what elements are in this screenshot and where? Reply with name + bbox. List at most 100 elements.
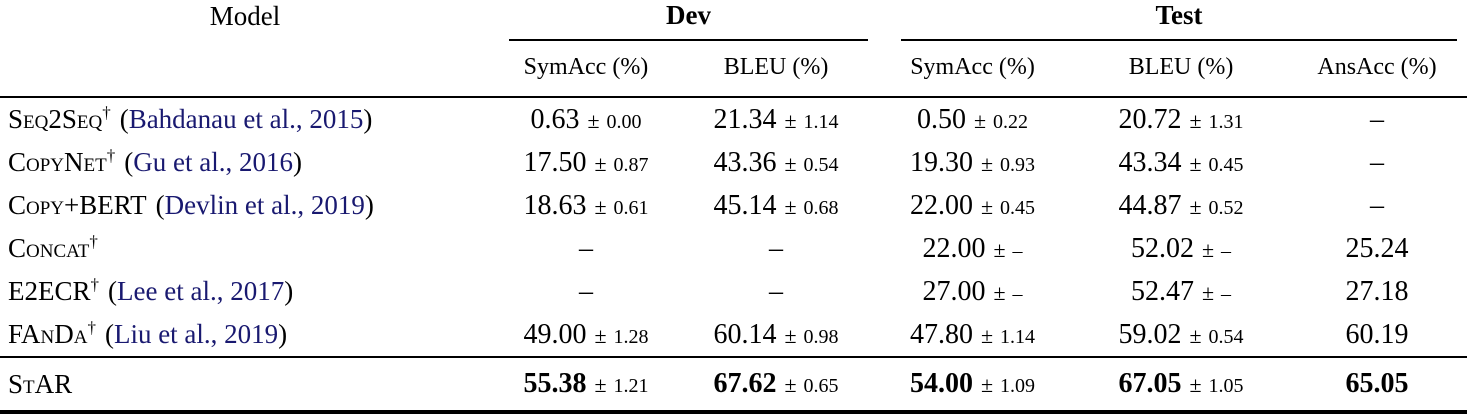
- cell-test-symacc: 19.30 ±0.93: [870, 141, 1075, 184]
- cell-dev-bleu: 21.34 ±1.14: [682, 97, 870, 141]
- citation-paren-close: ): [278, 319, 288, 349]
- value-main: 45.14: [713, 189, 777, 221]
- value-main: 19.30: [909, 146, 973, 178]
- citation-link[interactable]: Bahdanau et al., 2015: [128, 104, 364, 134]
- cell-dev-bleu: 45.14 ±0.68: [682, 184, 870, 227]
- model-name: StAR: [8, 368, 73, 399]
- value-std: 0.93: [1000, 153, 1036, 176]
- value-main: 0.50: [916, 103, 966, 135]
- citation-link[interactable]: Lee et al., 2017: [117, 276, 285, 306]
- cell-test-bleu: 67.05 ±1.05: [1075, 356, 1288, 414]
- plus-minus-sign: ±: [1201, 279, 1215, 305]
- cell-test-ansacc: 27.18: [1287, 270, 1467, 313]
- value-std: 1.14: [1000, 325, 1036, 348]
- model-name-cell: StAR: [0, 356, 490, 414]
- value-std: 0.52: [1208, 196, 1244, 219]
- value-main: 67.05: [1118, 368, 1182, 399]
- plus-minus-sign: ±: [594, 193, 607, 219]
- model-name-cell: Concat†: [0, 227, 490, 270]
- plus-minus-sign: ±: [1201, 236, 1215, 262]
- citation-paren-open: (: [104, 319, 114, 349]
- value-main: 52.47: [1130, 275, 1194, 307]
- plus-minus-sign: ±: [784, 193, 797, 219]
- value-main: –: [769, 232, 783, 264]
- model-name: CopyNet: [8, 147, 107, 177]
- value-main: –: [1370, 146, 1385, 178]
- plus-minus-sign: ±: [784, 322, 797, 348]
- citation-paren-close: ): [284, 276, 294, 306]
- model-name: Concat: [8, 233, 90, 263]
- table-row-copy-bert: Copy+BERT (Devlin et al., 2019) 18.63 ±0.6…: [0, 184, 1467, 227]
- cell-dev-symacc: 49.00 ±1.28: [490, 313, 682, 357]
- col-header-test-bleu: BLEU (%): [1075, 43, 1288, 98]
- plus-minus-sign: ±: [980, 193, 994, 219]
- value-std: 1.05: [1208, 375, 1244, 397]
- plus-minus-sign: ±: [980, 372, 994, 397]
- citation-link[interactable]: Devlin et al., 2019: [164, 190, 365, 220]
- plus-minus-sign: ±: [594, 150, 607, 176]
- subheader-spacer: [0, 43, 490, 98]
- cell-dev-symacc: 55.38 ±1.21: [490, 356, 682, 414]
- model-name-cell: E2ECR† (Lee et al., 2017): [0, 270, 490, 313]
- col-header-test-ansacc: AnsAcc (%): [1287, 43, 1467, 98]
- model-name: E2ECR: [8, 276, 91, 306]
- citation-paren-open: (: [108, 276, 118, 306]
- col-header-test-symacc: SymAcc (%): [870, 43, 1076, 98]
- plus-minus-sign: ±: [587, 107, 600, 133]
- plus-minus-sign: ±: [784, 107, 797, 133]
- cell-test-ansacc: –: [1287, 97, 1467, 141]
- plus-minus-sign: ±: [1189, 322, 1202, 348]
- dagger-mark: †: [89, 232, 98, 251]
- citation: (Bahdanau et al., 2015): [120, 104, 373, 134]
- table-row-seq2seq: Seq2Seq† (Bahdanau et al., 2015) 0.63 ±0.0…: [0, 97, 1467, 141]
- value-main: –: [579, 275, 593, 307]
- plus-minus-sign: ±: [594, 372, 607, 397]
- value-main: 52.02: [1130, 232, 1194, 264]
- plus-minus-sign: ±: [980, 150, 994, 176]
- cell-dev-bleu: –: [682, 227, 870, 270]
- citation-link[interactable]: Liu et al., 2019: [113, 319, 279, 349]
- value-std: 0.45: [1000, 196, 1036, 219]
- dagger-mark: †: [87, 318, 96, 337]
- value-std: 0.54: [803, 153, 839, 176]
- plus-minus-sign: ±: [784, 372, 797, 397]
- cell-test-ansacc: 25.24: [1287, 227, 1467, 270]
- value-main: 18.63: [523, 189, 587, 221]
- test-group-rule: Test: [901, 0, 1458, 41]
- table-row-concat: Concat† – – 22.00 ± – 52.02 ± – 25.24: [0, 227, 1467, 270]
- cell-test-ansacc: –: [1287, 141, 1467, 184]
- cell-dev-symacc: 0.63 ±0.00: [490, 97, 682, 141]
- value-std: –: [1012, 239, 1023, 262]
- cell-dev-bleu: 60.14 ±0.98: [682, 313, 870, 357]
- cell-test-bleu: 44.87 ±0.52: [1075, 184, 1287, 227]
- cell-test-symacc: 54.00 ±1.09: [870, 356, 1076, 414]
- plus-minus-sign: ±: [993, 236, 1006, 262]
- table-row-copynet: CopyNet† (Gu et al., 2016) 17.50 ±0.87 43.…: [0, 141, 1467, 184]
- value-std: 0.98: [803, 325, 839, 348]
- cell-test-symacc: 22.00 ±0.45: [870, 184, 1075, 227]
- value-main: 59.02: [1118, 318, 1182, 350]
- value-main: –: [769, 275, 783, 307]
- model-name-cell: Seq2Seq† (Bahdanau et al., 2015): [0, 97, 490, 141]
- value-main: 17.50: [523, 146, 587, 178]
- value-main: 67.62: [713, 368, 777, 399]
- model-column-header: Model: [209, 1, 281, 31]
- citation: (Devlin et al., 2019): [156, 190, 374, 220]
- plus-minus-sign: ±: [784, 150, 797, 176]
- value-main: 21.34: [713, 103, 777, 135]
- citation-paren-close: ): [292, 147, 302, 177]
- cell-dev-symacc: 17.50 ±0.87: [490, 141, 682, 184]
- value-std: 1.28: [613, 325, 649, 348]
- value-std: 1.31: [1208, 110, 1244, 133]
- plus-minus-sign: ±: [1189, 107, 1202, 133]
- value-std: 0.68: [803, 196, 839, 219]
- value-main: 0.63: [530, 103, 580, 135]
- value-std: 0.87: [613, 153, 649, 176]
- model-name-cell: Copy+BERT (Devlin et al., 2019): [0, 184, 490, 227]
- dev-group-label: Dev: [666, 0, 711, 30]
- citation-link[interactable]: Gu et al., 2016: [133, 147, 293, 177]
- cell-test-bleu: 43.34 ±0.45: [1075, 141, 1287, 184]
- citation-paren-open: (: [124, 147, 134, 177]
- citation-paren-open: (: [119, 104, 129, 134]
- value-std: –: [1221, 239, 1232, 262]
